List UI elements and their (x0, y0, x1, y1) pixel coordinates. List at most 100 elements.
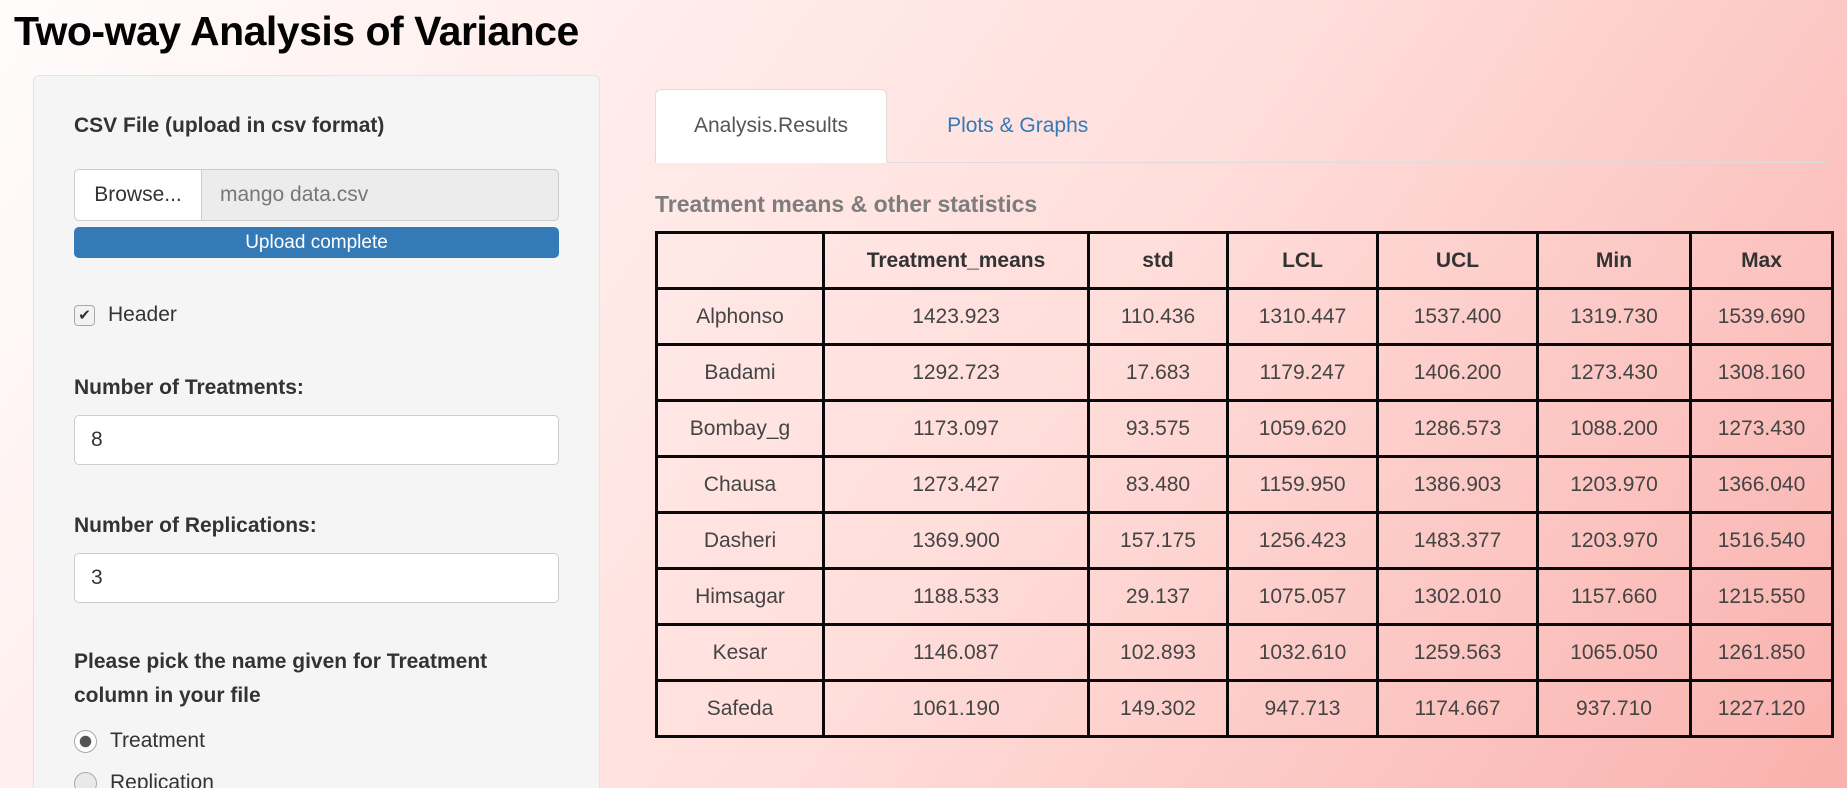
radio-option-replication[interactable]: Replication (74, 769, 559, 788)
radio-selected-icon[interactable] (74, 729, 97, 753)
cell-value: 110.436 (1087, 287, 1229, 346)
cell-value: 83.480 (1087, 455, 1229, 514)
column-header (655, 231, 825, 290)
table-row: Safeda 1061.190 149.302 947.713 1174.667 937.… (655, 679, 1834, 738)
cell-value: 1256.423 (1226, 511, 1379, 570)
cell-value: 1179.247 (1226, 343, 1379, 402)
table-header-row: Treatment_means std LCL UCL Min Max (655, 231, 1834, 290)
table-row: Chausa 1273.427 83.480 1159.950 1386.903 1203… (655, 455, 1834, 514)
cell-value: 1146.087 (822, 623, 1090, 682)
radio-unselected-icon[interactable] (74, 771, 97, 788)
cell-value: 157.175 (1087, 511, 1229, 570)
page-title: Two-way Analysis of Variance (14, 8, 579, 54)
upload-status-text: Upload complete (245, 231, 388, 253)
cell-value: 1203.970 (1536, 511, 1692, 570)
row-label: Dasheri (655, 511, 825, 570)
cell-value: 29.137 (1087, 567, 1229, 626)
column-header: Max (1689, 231, 1834, 290)
column-header: UCL (1376, 231, 1539, 290)
row-label: Alphonso (655, 287, 825, 346)
header-checkbox-label: Header (108, 303, 177, 326)
cell-value: 1261.850 (1689, 623, 1834, 682)
cell-value: 1215.550 (1689, 567, 1834, 626)
cell-value: 1286.573 (1376, 399, 1539, 458)
csv-file-label: CSV File (upload in csv format) (74, 114, 385, 137)
cell-value: 93.575 (1087, 399, 1229, 458)
cell-value: 1537.400 (1376, 287, 1539, 346)
table-row: Badami 1292.723 17.683 1179.247 1406.200 1273… (655, 343, 1834, 402)
cell-value: 1088.200 (1536, 399, 1692, 458)
table-row: Bombay_g 1173.097 93.575 1059.620 1286.573 10… (655, 399, 1834, 458)
treatment-stats-table: Treatment_means std LCL UCL Min Max Alphonso 1… (655, 231, 1834, 738)
cell-value: 947.713 (1226, 679, 1379, 738)
file-name-field[interactable]: mango data.csv (202, 169, 559, 221)
section-title: Treatment means & other statistics (655, 191, 1038, 217)
cell-value: 1061.190 (822, 679, 1090, 738)
column-header: LCL (1226, 231, 1379, 290)
replications-input[interactable] (74, 553, 559, 603)
cell-value: 1308.160 (1689, 343, 1834, 402)
file-input-group: Browse... mango data.csv (74, 169, 559, 221)
cell-value: 1319.730 (1536, 287, 1692, 346)
sidebar-panel: CSV File (upload in csv format) Browse..… (33, 75, 600, 788)
replications-label: Number of Replications: (74, 514, 317, 537)
tab-bar: Analysis.Results Plots & Graphs (655, 85, 1827, 163)
cell-value: 1406.200 (1376, 343, 1539, 402)
cell-value: 1174.667 (1376, 679, 1539, 738)
cell-value: 1369.900 (822, 511, 1090, 570)
table-row: Kesar 1146.087 102.893 1032.610 1259.563 1065… (655, 623, 1834, 682)
table-row: Himsagar 1188.533 29.137 1075.057 1302.010 11… (655, 567, 1834, 626)
column-header: Min (1536, 231, 1692, 290)
cell-value: 1273.427 (822, 455, 1090, 514)
cell-value: 1386.903 (1376, 455, 1539, 514)
table-row: Dasheri 1369.900 157.175 1256.423 1483.377 12… (655, 511, 1834, 570)
cell-value: 1292.723 (822, 343, 1090, 402)
row-label: Badami (655, 343, 825, 402)
cell-value: 1483.377 (1376, 511, 1539, 570)
cell-value: 1259.563 (1376, 623, 1539, 682)
treatments-input[interactable] (74, 415, 559, 465)
row-label: Safeda (655, 679, 825, 738)
cell-value: 1159.950 (1226, 455, 1379, 514)
radio-option-treatment[interactable]: Treatment (74, 727, 559, 755)
tab-analysis-results[interactable]: Analysis.Results (655, 89, 888, 163)
upload-progress-bar: Upload complete (74, 227, 559, 258)
cell-value: 1203.970 (1536, 455, 1692, 514)
cell-value: 937.710 (1536, 679, 1692, 738)
table-row: Alphonso 1423.923 110.436 1310.447 1537.400 1… (655, 287, 1834, 346)
treatment-column-radio-label: Please pick the name given for Treatment… (74, 650, 488, 707)
cell-value: 1302.010 (1376, 567, 1539, 626)
row-label: Chausa (655, 455, 825, 514)
cell-value: 1539.690 (1689, 287, 1834, 346)
header-checkbox[interactable]: ✔ Header (74, 303, 559, 327)
column-header: Treatment_means (822, 231, 1090, 290)
radio-option-label: Treatment (110, 729, 205, 752)
cell-value: 102.893 (1087, 623, 1229, 682)
row-label: Bombay_g (655, 399, 825, 458)
radio-option-label: Replication (110, 771, 214, 788)
browse-button[interactable]: Browse... (74, 169, 202, 221)
cell-value: 1273.430 (1536, 343, 1692, 402)
cell-value: 149.302 (1087, 679, 1229, 738)
cell-value: 1032.610 (1226, 623, 1379, 682)
table-body: Alphonso 1423.923 110.436 1310.447 1537.400 1… (655, 287, 1834, 738)
cell-value: 1059.620 (1226, 399, 1379, 458)
treatments-label: Number of Treatments: (74, 376, 304, 399)
cell-value: 1075.057 (1226, 567, 1379, 626)
cell-value: 1423.923 (822, 287, 1090, 346)
cell-value: 1310.447 (1226, 287, 1379, 346)
cell-value: 1516.540 (1689, 511, 1834, 570)
row-label: Kesar (655, 623, 825, 682)
cell-value: 1227.120 (1689, 679, 1834, 738)
tab-plots-graphs[interactable]: Plots & Graphs (947, 114, 1089, 137)
checkbox-checked-icon[interactable]: ✔ (74, 304, 95, 326)
cell-value: 1188.533 (822, 567, 1090, 626)
cell-value: 1065.050 (1536, 623, 1692, 682)
cell-value: 1173.097 (822, 399, 1090, 458)
cell-value: 1157.660 (1536, 567, 1692, 626)
main-panel: Analysis.Results Plots & Graphs Treatmen… (655, 85, 1834, 738)
cell-value: 17.683 (1087, 343, 1229, 402)
cell-value: 1273.430 (1689, 399, 1834, 458)
row-label: Himsagar (655, 567, 825, 626)
